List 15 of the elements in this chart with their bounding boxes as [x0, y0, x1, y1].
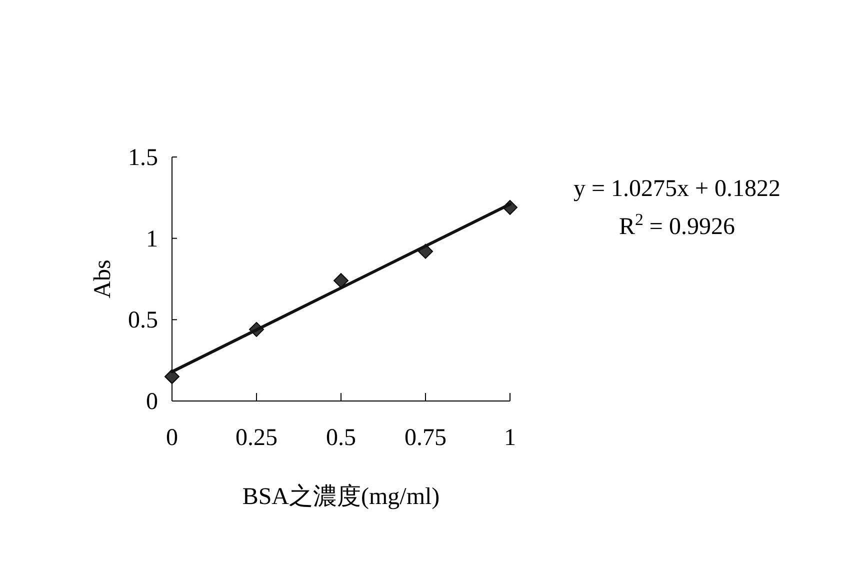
- point: [334, 273, 348, 288]
- x-tick-label: 0.5: [326, 425, 356, 451]
- y-tick-label: 1.5: [128, 145, 158, 171]
- point: [164, 369, 180, 384]
- y-tick-label: 0.5: [128, 308, 158, 334]
- text: y = 1.0275x + 0.1822: [573, 176, 781, 202]
- y-tick-label: 1: [146, 226, 158, 252]
- text: R$^{2}$ = 0.9926: [619, 210, 735, 240]
- y-axis-title: Abs: [90, 260, 116, 298]
- x-tick-label: 0: [166, 425, 178, 451]
- x-tick-label: 0.75: [404, 425, 446, 451]
- y-tick-label: 0: [146, 389, 158, 415]
- x-axis-title: BSA之濃度(mg/ml): [242, 483, 440, 510]
- x-tick-label: 1: [504, 425, 516, 451]
- x-tick-label: 0.25: [236, 425, 278, 451]
